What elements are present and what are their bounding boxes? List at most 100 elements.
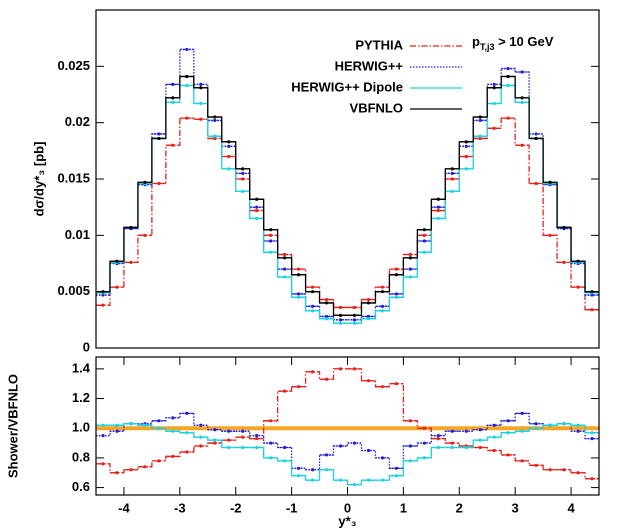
bin-center <box>296 267 301 271</box>
bin-center <box>129 225 133 230</box>
y-tick-label: 1.4 <box>72 360 91 375</box>
bin-center <box>464 429 468 433</box>
bin-center <box>380 285 385 289</box>
bin-center <box>115 471 119 475</box>
bin-center <box>450 429 454 433</box>
bin-center <box>241 435 245 439</box>
bin-center <box>199 117 203 121</box>
bin-center <box>227 445 231 450</box>
bin-center <box>101 423 105 427</box>
bin-center <box>269 239 273 243</box>
bin-center <box>520 100 524 104</box>
bin-center <box>227 140 231 144</box>
bin-center <box>157 132 161 136</box>
bin-center <box>185 411 189 415</box>
bin-center <box>450 177 454 181</box>
bin-center <box>464 167 468 171</box>
bin-center <box>366 297 371 302</box>
step-outline <box>96 423 599 486</box>
bin-center <box>241 189 245 193</box>
y-tick-label: 0.02 <box>65 114 90 129</box>
bin-center <box>213 134 217 138</box>
bin-center <box>352 441 357 445</box>
bin-center <box>520 459 524 463</box>
step-outline <box>96 117 599 311</box>
bin-center <box>562 225 566 230</box>
bin-center <box>213 438 217 442</box>
bin-center <box>171 454 175 459</box>
bin-center <box>506 453 510 457</box>
bin-center <box>227 167 231 171</box>
bin-center <box>576 259 580 263</box>
bin-center <box>185 431 189 435</box>
bin-center <box>185 47 189 52</box>
bin-center <box>394 267 399 271</box>
y-tick-label: 0.005 <box>57 283 90 298</box>
bin-center <box>520 411 524 415</box>
bin-center <box>478 115 482 119</box>
bin-center <box>436 445 440 450</box>
annotation: pT,j3 > 10 GeV <box>472 34 554 52</box>
bin-center <box>171 82 175 86</box>
bin-center <box>394 295 399 299</box>
bin-center <box>157 419 161 423</box>
bin-center <box>408 267 412 271</box>
bin-center <box>548 423 552 427</box>
bin-center <box>296 273 301 277</box>
bin-center <box>324 317 329 321</box>
bin-center <box>422 250 426 254</box>
bin-center <box>213 118 217 123</box>
y-tick-label: 1.2 <box>72 390 90 405</box>
legend-label: HERWIG++ <box>335 58 404 73</box>
bin-center <box>157 136 161 141</box>
bin-center <box>492 126 496 130</box>
bin-center <box>590 293 594 297</box>
bin-center <box>548 180 552 184</box>
bin-center <box>227 438 231 442</box>
x-tick-label: 2 <box>456 500 463 515</box>
bin-center <box>157 426 161 430</box>
bin-center <box>520 96 524 100</box>
bin-center <box>506 83 510 88</box>
bin-center <box>464 140 468 144</box>
bin-center <box>380 290 385 294</box>
bin-center <box>199 435 203 439</box>
bin-center <box>408 419 412 423</box>
bin-center <box>101 434 105 438</box>
bin-center <box>380 456 385 460</box>
bin-center <box>255 197 259 201</box>
bin-center <box>436 197 440 201</box>
bin-center <box>408 252 412 257</box>
bin-center <box>352 318 357 322</box>
y-tick-label: 0.01 <box>65 227 90 242</box>
bin-center <box>338 318 343 322</box>
annotation-suffix: > 10 GeV <box>494 34 553 49</box>
bin-center <box>143 465 147 469</box>
bin-center <box>352 483 357 487</box>
bin-center <box>310 285 315 289</box>
bin-center <box>310 478 315 482</box>
bin-center <box>478 134 482 138</box>
bin-center <box>115 259 119 263</box>
x-tick-label: 4 <box>567 500 575 515</box>
bin-center <box>213 428 217 432</box>
series <box>96 74 599 317</box>
bin-center <box>436 434 440 438</box>
step-outline <box>96 84 599 324</box>
bin-center <box>436 437 440 441</box>
bin-center <box>534 422 538 426</box>
bin-center <box>324 314 329 319</box>
y-tick-label: 0.8 <box>72 449 90 464</box>
bin-center <box>255 208 259 213</box>
bin-center <box>520 143 524 147</box>
bin-center <box>492 423 496 427</box>
bin-center <box>241 445 245 450</box>
bin-center <box>380 478 385 482</box>
bin-center <box>422 426 426 430</box>
bin-center <box>241 171 245 175</box>
bin-center <box>283 275 287 279</box>
x-tick-label: -2 <box>230 500 242 515</box>
bin-center <box>408 275 412 279</box>
annotation-text: p <box>472 34 480 49</box>
bin-center <box>101 293 105 297</box>
